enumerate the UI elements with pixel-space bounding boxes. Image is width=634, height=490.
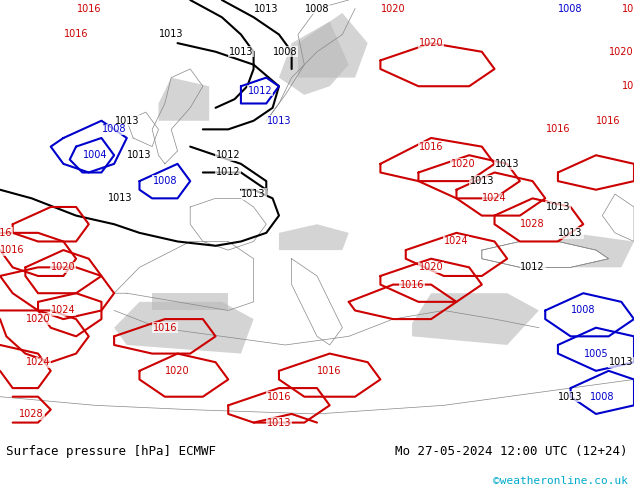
Polygon shape	[539, 233, 634, 268]
Text: 1020: 1020	[381, 3, 405, 14]
Polygon shape	[152, 293, 228, 311]
Text: 1008: 1008	[590, 392, 614, 402]
Polygon shape	[178, 379, 393, 431]
Text: 1013: 1013	[470, 176, 494, 186]
Polygon shape	[158, 77, 209, 121]
Text: 1028: 1028	[521, 219, 545, 229]
Text: Mo 27-05-2024 12:00 UTC (12+24): Mo 27-05-2024 12:00 UTC (12+24)	[395, 445, 628, 458]
Polygon shape	[114, 302, 254, 354]
Text: 1016: 1016	[0, 228, 12, 238]
Text: 1013: 1013	[159, 29, 183, 40]
Text: 1020: 1020	[451, 159, 475, 169]
Text: 1005: 1005	[584, 348, 608, 359]
Text: 1024: 1024	[51, 305, 75, 316]
Text: 1016: 1016	[77, 3, 101, 14]
Text: 1016: 1016	[153, 323, 177, 333]
Text: 1012: 1012	[216, 150, 240, 160]
Text: Surface pressure [hPa] ECMWF: Surface pressure [hPa] ECMWF	[6, 445, 216, 458]
Text: 1013: 1013	[559, 392, 583, 402]
Text: 1013: 1013	[127, 150, 152, 160]
Text: 1024: 1024	[444, 237, 469, 246]
Text: 1008: 1008	[305, 3, 329, 14]
Text: 1013: 1013	[242, 189, 266, 199]
Text: 1020: 1020	[609, 47, 633, 57]
Text: 1013: 1013	[108, 194, 133, 203]
Text: 1013: 1013	[229, 47, 253, 57]
Text: 1020: 1020	[165, 366, 190, 376]
Text: 1008: 1008	[559, 3, 583, 14]
Text: 1016: 1016	[546, 124, 570, 134]
Text: 1016: 1016	[597, 116, 621, 126]
Text: 1004: 1004	[83, 150, 107, 160]
Text: 1024: 1024	[482, 194, 507, 203]
Text: 1020: 1020	[419, 38, 443, 48]
Text: 1013: 1013	[267, 417, 291, 428]
Text: 1016: 1016	[267, 392, 291, 402]
Text: 1016: 1016	[622, 3, 634, 14]
Text: 1012: 1012	[248, 86, 272, 96]
Text: 1008: 1008	[273, 47, 297, 57]
Polygon shape	[602, 194, 634, 242]
Polygon shape	[482, 242, 609, 268]
Polygon shape	[412, 293, 539, 345]
Text: 1028: 1028	[20, 409, 44, 419]
Polygon shape	[241, 0, 349, 108]
Text: 1016: 1016	[64, 29, 88, 40]
Text: 1013: 1013	[254, 3, 278, 14]
Text: 1016: 1016	[419, 142, 443, 151]
Text: 1020: 1020	[51, 262, 75, 272]
Text: 1024: 1024	[26, 357, 50, 367]
Polygon shape	[298, 13, 368, 77]
Text: 1013: 1013	[609, 357, 633, 367]
Text: 1020: 1020	[26, 314, 50, 324]
Text: ©weatheronline.co.uk: ©weatheronline.co.uk	[493, 476, 628, 486]
Text: 1013: 1013	[115, 116, 139, 126]
Text: 1008: 1008	[153, 176, 177, 186]
Text: 1013: 1013	[559, 228, 583, 238]
Text: 1016: 1016	[622, 81, 634, 91]
Text: 1020: 1020	[419, 262, 443, 272]
Text: 1012: 1012	[521, 262, 545, 272]
Text: 1013: 1013	[546, 202, 570, 212]
Text: 1008: 1008	[571, 305, 595, 316]
Text: 1016: 1016	[1, 245, 25, 255]
Text: 1016: 1016	[400, 280, 424, 290]
Polygon shape	[279, 224, 349, 250]
Polygon shape	[0, 43, 222, 431]
Text: 1016: 1016	[318, 366, 342, 376]
Text: 1012: 1012	[216, 168, 240, 177]
Text: 1008: 1008	[102, 124, 126, 134]
Text: 1013: 1013	[267, 116, 291, 126]
Polygon shape	[279, 22, 349, 95]
Text: 1013: 1013	[495, 159, 519, 169]
